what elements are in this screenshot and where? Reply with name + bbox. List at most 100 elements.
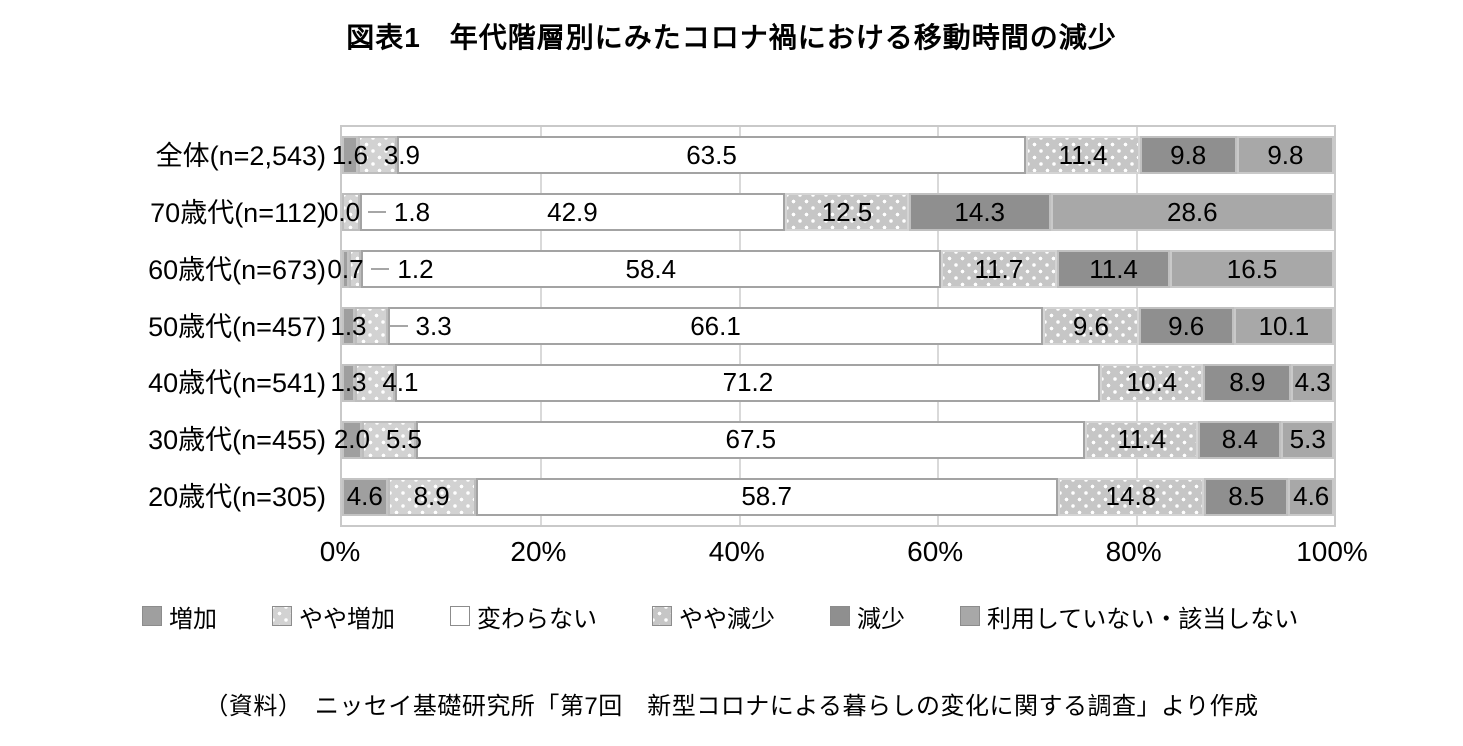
value-label: 8.4 bbox=[1221, 424, 1258, 455]
value-label: 12.5 bbox=[821, 196, 873, 227]
bar-segment bbox=[348, 250, 361, 289]
bar-segment bbox=[1288, 477, 1334, 516]
value-label: 10.1 bbox=[1258, 310, 1310, 341]
bar-row: 0.0 1.8 42.9 12.5 14.3 28.6 bbox=[324, 184, 1334, 241]
bar-segment bbox=[784, 193, 909, 232]
value-label: 5.3 bbox=[1289, 424, 1326, 455]
x-axis-tick: 40% bbox=[708, 536, 765, 567]
legend-item: 減少 bbox=[830, 599, 905, 634]
stacked-bar: 1.3 3.3 66.1 9.6 9.6 10.1 bbox=[330, 307, 1334, 345]
bar-segment bbox=[342, 420, 362, 459]
leader-line bbox=[368, 211, 386, 214]
bar-segment bbox=[1291, 363, 1334, 402]
value-label: 11.4 bbox=[1058, 139, 1108, 170]
bar-segment bbox=[342, 363, 355, 402]
value-label: 9.8 bbox=[1170, 139, 1207, 170]
value-label: 0.0 bbox=[323, 196, 361, 227]
stacked-bar: 1.3 4.1 71.2 10.4 8.9 4.3 bbox=[330, 363, 1334, 402]
bar-segment bbox=[387, 477, 476, 516]
value-label: 1.2 bbox=[397, 253, 434, 284]
value-label: 11.7 bbox=[974, 253, 1024, 284]
legend-swatch bbox=[450, 606, 470, 626]
value-label: 66.1 bbox=[690, 310, 741, 341]
legend-item: 増加 bbox=[142, 599, 217, 634]
legend-item: やや増加 bbox=[272, 599, 395, 634]
source-note: （資料） ニッセイ基礎研究所「第7回 新型コロナによる暮らしの変化に関する調査」… bbox=[204, 693, 1259, 720]
value-label: 4.6 bbox=[1293, 481, 1330, 512]
bar-segment bbox=[354, 307, 388, 345]
category-label: 70歳代(n=112) bbox=[150, 197, 326, 228]
leader-line bbox=[371, 268, 390, 271]
bar-segment bbox=[1203, 363, 1292, 402]
value-label: 8.5 bbox=[1228, 481, 1265, 512]
bar-segment bbox=[1085, 420, 1199, 459]
value-label: 4.3 bbox=[1294, 367, 1331, 398]
bar-segment bbox=[361, 420, 417, 459]
bar-segment bbox=[1233, 307, 1334, 345]
bar-row: 0.7 1.2 58.4 11.7 11.4 16.5 bbox=[327, 241, 1334, 298]
value-label: 63.5 bbox=[686, 139, 737, 170]
value-label: 5.5 bbox=[385, 424, 422, 455]
legend-swatch bbox=[960, 606, 980, 626]
value-label: 10.4 bbox=[1126, 367, 1178, 398]
bar-segment bbox=[1170, 250, 1334, 289]
value-label: 58.7 bbox=[741, 481, 792, 512]
legend-label: 増加 bbox=[169, 605, 217, 633]
bar-segment bbox=[1198, 420, 1282, 459]
legend-item: 利用していない・該当しない bbox=[960, 599, 1298, 634]
legend-label: やや増加 bbox=[299, 605, 395, 633]
value-label: 14.3 bbox=[954, 196, 1006, 227]
stacked-bar: 0.0 1.8 42.9 12.5 14.3 28.6 bbox=[324, 193, 1334, 232]
legend-swatch bbox=[830, 606, 850, 626]
bar-segment bbox=[342, 307, 355, 345]
value-label: 3.9 bbox=[383, 139, 420, 170]
bar-segment bbox=[395, 363, 1101, 402]
value-label: 1.6 bbox=[331, 139, 369, 170]
bar-segment bbox=[1204, 477, 1289, 516]
bar-segment bbox=[387, 307, 1044, 345]
bar-row: 1.3 3.3 66.1 9.6 9.6 10.1 bbox=[330, 298, 1334, 355]
legend: 増加 やや増加 変わらない やや減少 減少 利用していない・該当しない bbox=[142, 599, 1298, 634]
value-label: 58.4 bbox=[625, 253, 677, 284]
bar-segment bbox=[359, 193, 785, 232]
bar-segment bbox=[1056, 250, 1171, 289]
legend-label: 変わらない bbox=[477, 605, 597, 633]
bars-container: 1.6 3.9 63.5 11.4 9.8 9.8 0.0 1.8 42.9 12.5 14.3 28… bbox=[324, 127, 1334, 525]
value-label: 67.5 bbox=[725, 424, 777, 455]
bar-segment bbox=[1043, 307, 1139, 345]
bar-segment bbox=[357, 136, 397, 175]
bar-segment bbox=[475, 477, 1058, 516]
bar-row: 1.6 3.9 63.5 11.4 9.8 9.8 bbox=[332, 127, 1334, 184]
bar-segment bbox=[1139, 136, 1237, 175]
bar-segment bbox=[1138, 307, 1234, 345]
legend-item: 変わらない bbox=[450, 599, 597, 634]
value-label: 9.6 bbox=[1072, 310, 1110, 341]
x-axis-tick: 20% bbox=[510, 536, 567, 567]
plot-area: 1.6 3.9 63.5 11.4 9.8 9.8 0.0 1.8 42.9 12.5 14.3 28… bbox=[324, 125, 1336, 527]
category-axis: 全体(n=2,543) 70歳代(n=112) 60歳代(n=673) 50歳代(n=… bbox=[0, 125, 332, 523]
chart-title: 図表1 年代階層別にみたコロナ禍における移動時間の減少 bbox=[346, 22, 1117, 53]
bar-segment bbox=[1026, 136, 1140, 175]
legend-label: 減少 bbox=[857, 605, 905, 633]
x-axis-tick: 60% bbox=[907, 536, 964, 567]
value-label: 1.3 bbox=[330, 310, 367, 341]
bar-segment bbox=[360, 250, 941, 289]
stacked-bar: 0.7 1.2 58.4 11.7 11.4 16.5 bbox=[327, 250, 1334, 289]
value-label: 1.3 bbox=[330, 367, 367, 398]
value-label: 0.7 bbox=[327, 253, 364, 284]
bar-row: 2.0 5.5 67.5 11.4 8.4 5.3 bbox=[334, 411, 1334, 468]
bar-segment bbox=[1281, 420, 1334, 459]
bar-segment bbox=[354, 363, 396, 402]
value-label: 8.9 bbox=[1229, 367, 1266, 398]
legend-swatch bbox=[652, 606, 672, 626]
legend-label: 利用していない・該当しない bbox=[987, 605, 1299, 633]
bar-segment bbox=[342, 250, 349, 289]
value-label: 4.1 bbox=[382, 367, 419, 398]
value-label: 71.2 bbox=[722, 367, 774, 398]
category-label: 20歳代(n=305) bbox=[148, 482, 326, 513]
stacked-bar: 2.0 5.5 67.5 11.4 8.4 5.3 bbox=[334, 420, 1334, 459]
category-label: 60歳代(n=673) bbox=[148, 254, 326, 285]
bar-segment bbox=[1057, 477, 1205, 516]
value-label: 3.3 bbox=[415, 310, 452, 341]
